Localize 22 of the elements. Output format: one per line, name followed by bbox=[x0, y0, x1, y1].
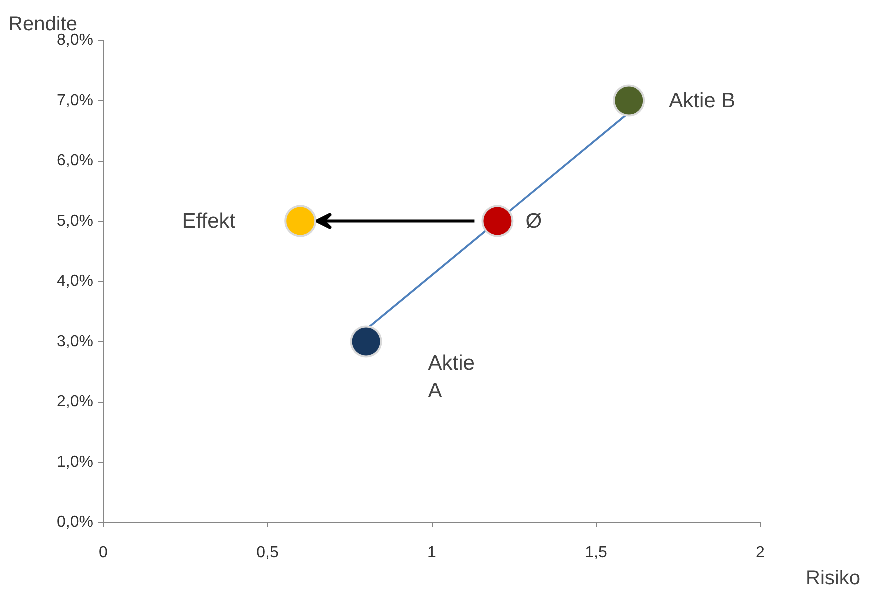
point bbox=[284, 205, 317, 238]
y-tick-label: 5,0% bbox=[57, 212, 94, 230]
y-tick-label: 0,0% bbox=[57, 514, 94, 531]
annotation: Aktie A bbox=[428, 352, 475, 402]
annotation: Ø bbox=[526, 210, 542, 233]
x-tick-label: 0 bbox=[99, 544, 108, 562]
point bbox=[350, 326, 382, 358]
point bbox=[482, 205, 514, 238]
y-tick-label: 4,0% bbox=[57, 273, 94, 290]
x-tick-label: 0,5 bbox=[256, 544, 279, 562]
y-tick-label: 3,0% bbox=[57, 333, 94, 350]
x-tick-label: 1 bbox=[428, 544, 437, 562]
x-tick-label: 2 bbox=[756, 544, 766, 562]
annotation: Aktie B bbox=[669, 89, 736, 112]
y-tick-label: 1,0% bbox=[57, 454, 94, 471]
annotation: Effekt bbox=[182, 210, 236, 233]
y-tick-label: 6,0% bbox=[57, 152, 94, 170]
x-tick-label: 1,5 bbox=[585, 544, 608, 562]
y-tick-label: 7,0% bbox=[57, 92, 94, 110]
y-tick-label: 2,0% bbox=[57, 394, 94, 410]
point bbox=[613, 84, 646, 117]
x-axis-title: Risiko bbox=[806, 568, 860, 590]
